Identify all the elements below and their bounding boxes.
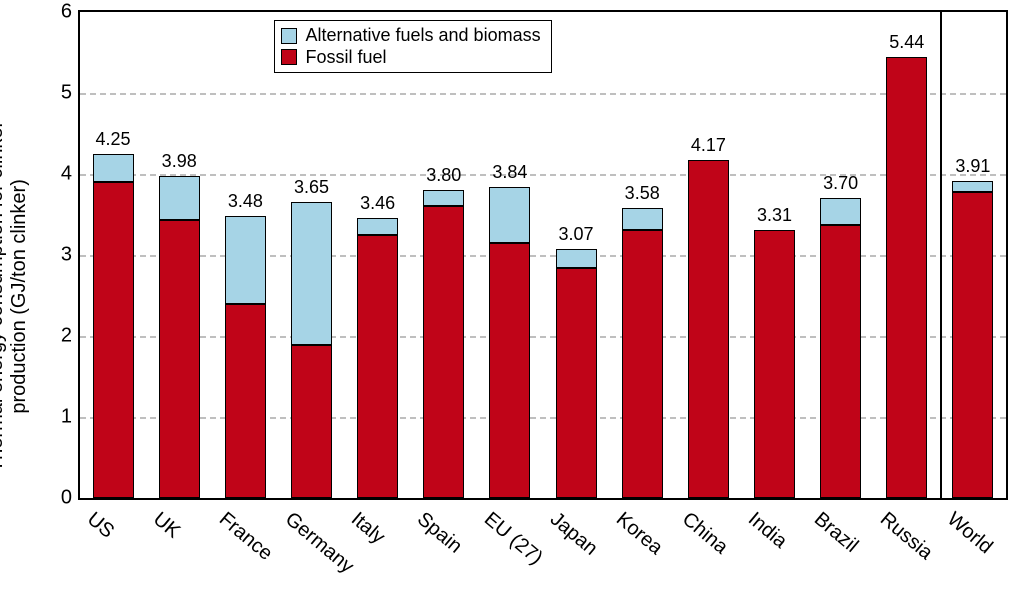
- x-category-label: China: [677, 508, 732, 559]
- bar-total-label: 4.25: [96, 129, 131, 150]
- bar-total-label: 3.98: [162, 151, 197, 172]
- bar-segment-alt: [423, 190, 464, 206]
- legend-label-alt: Alternative fuels and biomass: [305, 25, 540, 47]
- plot-area: 4.25 3.98 3.48 3.65 3.46 3.80 3.84 3.07 3.58 4.17…: [78, 10, 1008, 500]
- bar-segment-alt: [357, 218, 398, 235]
- y-tick-label: 6: [61, 1, 72, 24]
- y-tick-label: 0: [61, 487, 72, 510]
- bar-total-label: 3.84: [492, 162, 527, 183]
- bar-total-label: 3.46: [360, 193, 395, 214]
- legend-label-fossil: Fossil fuel: [305, 47, 386, 69]
- bar-segment-alt: [159, 176, 200, 221]
- x-category-label: Spain: [413, 508, 467, 559]
- y-tick-label: 4: [61, 163, 72, 186]
- bar-segment-alt: [556, 249, 597, 268]
- bar-segment-alt: [93, 154, 134, 182]
- chart-container: Thermal energy consumption for clinker p…: [0, 0, 1024, 602]
- bar-total-label: 5.44: [889, 32, 924, 53]
- legend: Alternative fuels and biomass Fossil fue…: [274, 20, 551, 73]
- x-category-label: France: [214, 508, 276, 566]
- bar-total-label: 3.58: [625, 183, 660, 204]
- bar-total-label: 3.91: [955, 156, 990, 177]
- bar-segment-fossil: [159, 220, 200, 498]
- x-category-label: Korea: [611, 508, 667, 560]
- bar-segment-fossil: [357, 235, 398, 498]
- bar-total-label: 4.17: [691, 135, 726, 156]
- world-divider-line: [940, 12, 942, 498]
- x-category-label: Brazil: [809, 508, 862, 558]
- x-category-label: India: [743, 508, 791, 553]
- bar-total-label: 3.31: [757, 205, 792, 226]
- bar-segment-fossil: [93, 182, 134, 498]
- bar-total-label: 3.65: [294, 177, 329, 198]
- bar-total-label: 3.07: [559, 224, 594, 245]
- bars-layer: 4.25 3.98 3.48 3.65 3.46 3.80 3.84 3.07 3.58 4.17…: [80, 12, 1006, 498]
- bar-segment-fossil: [886, 57, 927, 498]
- legend-swatch-alt: [281, 28, 297, 44]
- y-tick-label: 1: [61, 406, 72, 429]
- bar-segment-fossil: [489, 243, 530, 498]
- bar-segment-fossil: [423, 206, 464, 498]
- x-category-label: EU (27): [479, 508, 547, 570]
- x-category-label: Russia: [876, 508, 938, 565]
- y-tick-label: 5: [61, 82, 72, 105]
- bar-segment-alt: [820, 198, 861, 225]
- legend-swatch-fossil: [281, 49, 297, 65]
- x-category-label: World: [942, 508, 997, 559]
- bar-total-label: 3.70: [823, 173, 858, 194]
- x-axis-labels: US UK FranceGermanyItaly SpainEU (27)JapanK…: [78, 502, 1008, 592]
- bar-segment-fossil: [820, 225, 861, 498]
- y-axis-label: Thermal energy consumption for clinker p…: [0, 46, 31, 546]
- y-tick-label: 2: [61, 325, 72, 348]
- x-category-label: Germany: [280, 508, 358, 578]
- bar-segment-fossil: [952, 192, 993, 498]
- bar-segment-fossil: [754, 230, 795, 498]
- bar-segment-fossil: [225, 304, 266, 498]
- bar-segment-alt: [225, 216, 266, 304]
- bar-segment-fossil: [622, 230, 663, 498]
- x-category-label: US: [82, 508, 118, 543]
- bar-segment-fossil: [556, 268, 597, 498]
- bar-segment-alt: [489, 187, 530, 243]
- bar-total-label: 3.48: [228, 191, 263, 212]
- bar-segment-fossil: [688, 160, 729, 498]
- x-category-label: UK: [148, 508, 184, 543]
- bar-segment-fossil: [291, 345, 332, 498]
- x-category-label: Japan: [545, 508, 602, 561]
- x-category-label: Italy: [346, 508, 389, 549]
- bar-segment-alt: [622, 208, 663, 230]
- legend-item-fossil: Fossil fuel: [281, 47, 540, 69]
- y-tick-label: 3: [61, 244, 72, 267]
- bar-segment-alt: [291, 202, 332, 345]
- bar-total-label: 3.80: [426, 165, 461, 186]
- bar-segment-alt: [952, 181, 993, 192]
- legend-item-alt: Alternative fuels and biomass: [281, 25, 540, 47]
